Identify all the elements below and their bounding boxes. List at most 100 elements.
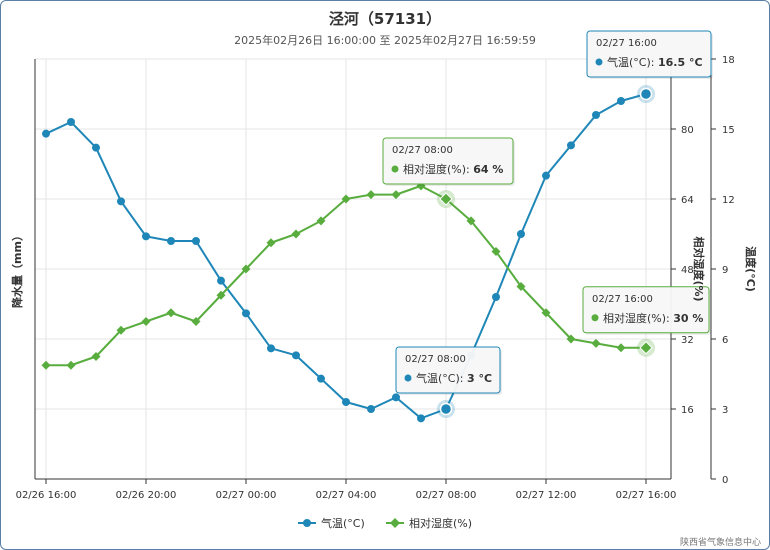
temp-data-point [417, 414, 425, 423]
humidity-data-point [466, 216, 476, 226]
x-tick-label: 02/27 00:00 [216, 490, 277, 501]
x-tick-label: 02/27 04:00 [316, 490, 377, 501]
temp-data-point [117, 197, 125, 206]
tooltip-box [395, 346, 501, 394]
x-tick-label: 02/27 12:00 [516, 490, 577, 501]
humidity-data-point [191, 317, 201, 326]
humidity-data-point [241, 264, 251, 274]
temp-data-point [492, 293, 500, 301]
temp-data-point [67, 118, 75, 126]
temp-data-point [142, 232, 150, 241]
tooltip-label: 相对湿度(%): [403, 162, 473, 176]
tooltip: 02/27 16:00 相对湿度(%): 30 % [582, 286, 711, 357]
temp-data-point [367, 405, 375, 413]
tooltip-box [382, 137, 514, 185]
tooltip-label: 相对湿度(%): [603, 311, 673, 325]
humidity-tick-label: 32 [681, 335, 694, 346]
x-tick-label: 02/26 20:00 [116, 490, 177, 501]
tooltip-value: 64 % [473, 163, 503, 176]
tooltip: 02/27 08:00 相对湿度(%): 64 % [382, 137, 515, 208]
temp-data-point [42, 129, 50, 138]
chart-subtitle: 2025年02月26日 16:00:00 至 2025年02月27日 16:59… [234, 33, 536, 47]
tooltip-value: 16.5 °C [658, 56, 703, 69]
humidity-data-point [616, 343, 626, 353]
tooltip-point [639, 341, 653, 355]
series-layer [41, 90, 651, 423]
humidity-axis-title: 相对湿度(%) [692, 236, 706, 301]
x-tick-label: 02/27 08:00 [416, 490, 477, 501]
tooltip-time: 02/27 16:00 [592, 294, 653, 305]
temp-data-point [342, 398, 350, 406]
temp-data-point [192, 237, 200, 245]
humidity-data-point [141, 317, 151, 326]
tooltip-label: 气温(°C): [607, 55, 658, 69]
tooltip-time: 02/27 08:00 [405, 354, 466, 365]
tooltip-text: 气温(°C): 16.5 °C [607, 55, 703, 69]
axes: 02/26 16:00 02/26 20:00 02/27 00:00 02/27 0… [16, 55, 735, 501]
legend-item-temp[interactable]: 气温(°C) [298, 516, 365, 530]
temp-data-point [317, 374, 325, 383]
temp-tick-label: 15 [722, 125, 735, 136]
temp-data-point [542, 171, 550, 180]
temp-tick-label: 18 [722, 55, 735, 66]
tooltip-series-dot [595, 58, 603, 66]
humidity-data-point [366, 190, 376, 200]
humidity-data-point [566, 334, 576, 344]
humidity-data-point [341, 194, 351, 204]
tooltip-point [439, 402, 453, 416]
humidity-data-point [66, 360, 76, 370]
left-axis-title: 降水量（mm） [10, 230, 24, 308]
tooltip-series-dot [591, 314, 599, 322]
humidity-data-point [391, 190, 401, 200]
temp-data-point [392, 393, 400, 402]
humidity-tick-label: 48 [681, 265, 694, 276]
tooltip-text: 气温(°C): 3 °C [416, 371, 492, 385]
legend-temp-marker [303, 519, 311, 527]
tooltip-value: 3 °C [467, 372, 492, 385]
tooltip-box [586, 30, 712, 78]
humidity-data-point [216, 290, 226, 300]
humidity-data-point [516, 282, 526, 291]
temp-data-point [92, 143, 100, 152]
legend-temp-label: 气温(°C) [321, 516, 365, 530]
humidity-data-point [41, 360, 51, 370]
temp-data-point [217, 276, 225, 285]
tooltip-layer: 02/27 16:00 气温(°C): 16.5 °C 02/27 08:00 相对湿… [382, 30, 713, 418]
temp-data-point [592, 111, 600, 119]
temp-data-point [517, 230, 525, 238]
humidity-data-point [541, 308, 551, 318]
tooltip-time: 02/27 08:00 [392, 145, 453, 156]
temp-data-point [167, 237, 175, 245]
humidity-data-point [591, 338, 601, 348]
tooltip-series-dot [391, 165, 399, 173]
chart-title: 泾河（57131） [329, 10, 441, 28]
humidity-data-point [91, 352, 101, 361]
humidity-data-point [491, 247, 501, 256]
legend: 气温(°C) 相对湿度(%) [298, 516, 472, 530]
grid-lines [35, 58, 671, 480]
tooltip-value: 30 % [673, 312, 703, 325]
legend-item-humidity[interactable]: 相对湿度(%) [386, 516, 472, 530]
humidity-data-point [116, 325, 126, 335]
humidity-data-point [316, 216, 326, 226]
tooltip-point [439, 192, 453, 206]
temp-data-point [242, 309, 250, 318]
humidity-data-point [166, 308, 176, 318]
temp-data-point [567, 141, 575, 150]
tooltip-label: 气温(°C): [416, 371, 467, 385]
tooltip-series-dot [404, 374, 412, 382]
temp-tick-label: 9 [722, 265, 728, 276]
legend-humidity-label: 相对湿度(%) [409, 516, 472, 530]
tooltip-time: 02/27 16:00 [596, 38, 657, 49]
humidity-tick-label: 16 [681, 405, 694, 416]
humidity-tick-label: 80 [681, 125, 694, 136]
temp-data-point [267, 344, 275, 353]
tooltip-text: 相对湿度(%): 30 % [603, 311, 703, 325]
temp-tick-label: 12 [722, 195, 735, 206]
tooltip-box [582, 286, 710, 334]
x-tick-label: 02/26 16:00 [16, 490, 77, 501]
temp-tick-label: 6 [722, 335, 728, 346]
temp-tick-label: 3 [722, 405, 728, 416]
temp-axis-title: 温度(°C) [744, 246, 758, 292]
